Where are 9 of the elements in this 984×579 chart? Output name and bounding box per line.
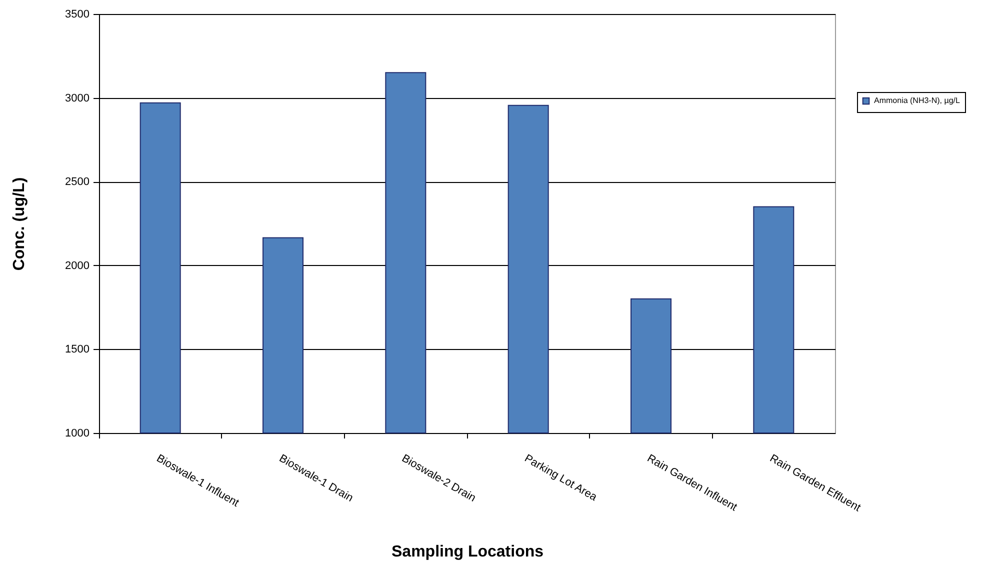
y-tick-label: 2000 bbox=[65, 260, 90, 272]
y-tick-label: 2500 bbox=[65, 176, 90, 188]
y-tick-label: 1000 bbox=[65, 428, 90, 440]
x-axis-title: Sampling Locations bbox=[391, 543, 544, 560]
y-axis-title: Conc. (ug/L) bbox=[11, 177, 28, 271]
y-tick-label: 3500 bbox=[65, 8, 90, 20]
y-tick-label: 3000 bbox=[65, 92, 90, 104]
y-tick-label: 1500 bbox=[65, 344, 90, 356]
legend-label: Ammonia (NH3-N), µg/L bbox=[874, 96, 961, 105]
